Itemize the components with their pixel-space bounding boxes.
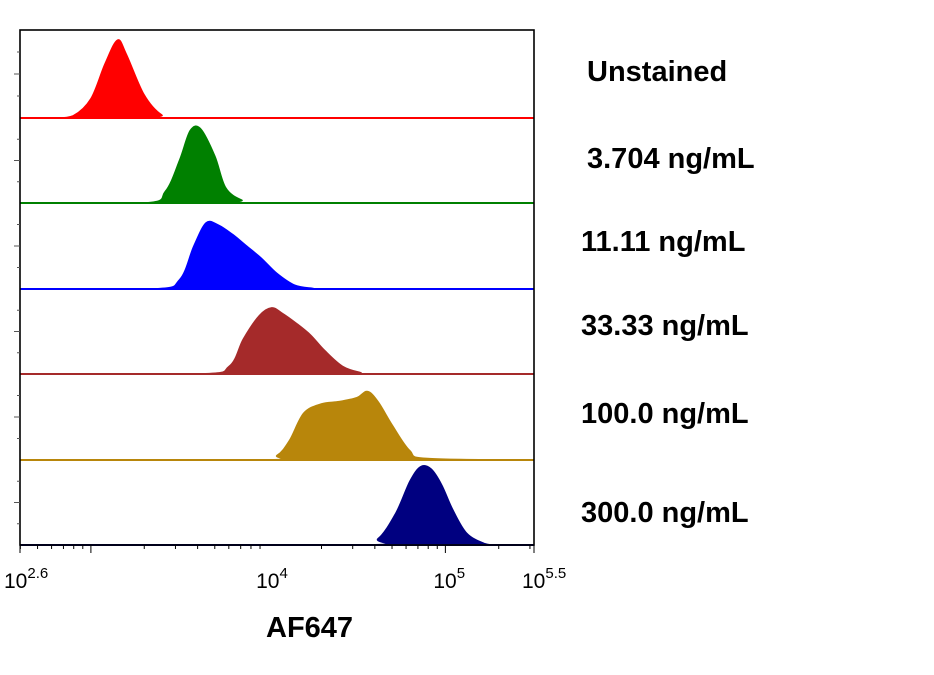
x-axis-label: AF647 xyxy=(266,612,354,644)
legend-label-1: 3.704 ng/mL xyxy=(587,143,755,175)
x-axis-ticks xyxy=(19,545,535,553)
legend-label-4: 100.0 ng/mL xyxy=(581,398,749,430)
legend-label-5: 300.0 ng/mL xyxy=(581,497,749,529)
y-axis-ticks xyxy=(14,51,20,525)
legend-label-2: 11.11 ng/mL xyxy=(581,226,746,258)
histogram-series-1 xyxy=(20,125,534,204)
histogram-panels xyxy=(19,39,535,546)
histogram-series-5 xyxy=(19,465,534,546)
histogram-series-4 xyxy=(19,390,535,461)
x-tick-label-0: 102.6 xyxy=(4,565,48,593)
x-axis-tick-labels: 102.6 104 105 105.5 xyxy=(4,565,566,593)
legend-label-0: Unstained xyxy=(587,56,728,88)
x-tick-label-2: 105 xyxy=(433,565,465,593)
x-tick-label-3: 105.5 xyxy=(522,565,566,593)
x-tick-label-1: 104 xyxy=(256,565,288,593)
plot-frame xyxy=(19,29,535,546)
histogram-series-0 xyxy=(20,39,534,119)
histogram-series-3 xyxy=(19,307,535,375)
histogram-series-2 xyxy=(20,220,534,290)
legend-label-3: 33.33 ng/mL xyxy=(581,310,749,342)
